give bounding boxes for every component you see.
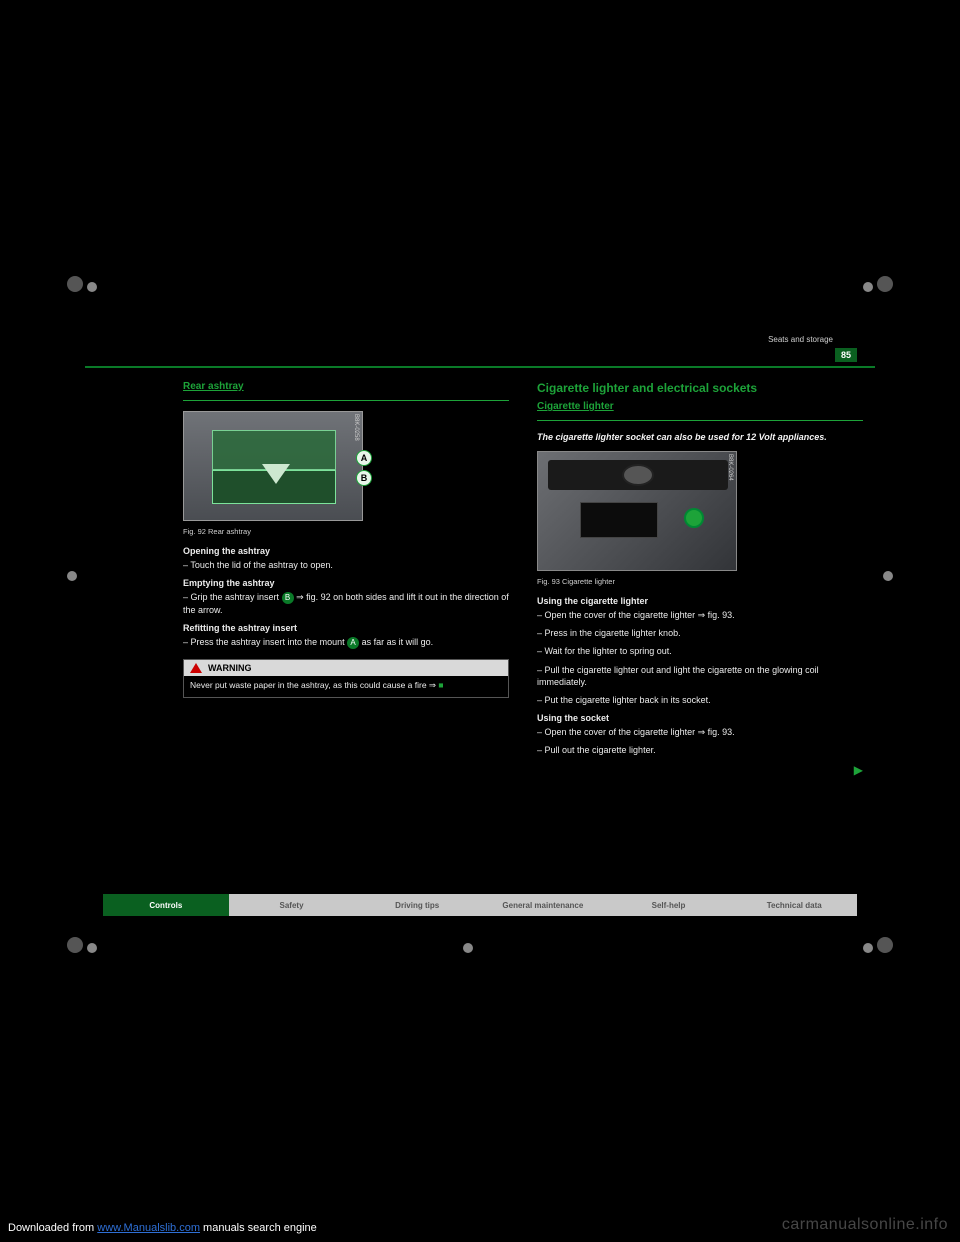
opening-heading: Opening the ashtray [183, 545, 509, 557]
using-socket-heading: Using the socket [537, 712, 863, 724]
crop-mark-mr [883, 568, 893, 586]
figure-92: A B B8K-0258 [183, 411, 363, 521]
page-area: Seats and storage 85 Rear ashtray A B B8… [85, 300, 875, 920]
callout-b: B [356, 470, 372, 486]
crop-mark-tl [67, 276, 97, 297]
lighter-step-3: – Wait for the lighter to spring out. [537, 645, 863, 657]
socket-step-2: – Pull out the cigarette lighter. [537, 744, 863, 756]
emptying-heading: Emptying the ashtray [183, 577, 509, 589]
refitting-heading: Refitting the ashtray insert [183, 622, 509, 634]
callout-a-inline: A [347, 637, 359, 649]
tab-self-help[interactable]: Self-help [606, 894, 732, 916]
tab-driving-tips[interactable]: Driving tips [354, 894, 480, 916]
footer-prefix: Downloaded from [8, 1222, 97, 1234]
download-footer: Downloaded from www.Manualslib.com manua… [8, 1222, 317, 1234]
ashtray-slot-graphic [580, 502, 658, 538]
emptying-step: – Grip the ashtray insert B ⇒ fig. 92 on… [183, 591, 509, 616]
section-title: Cigarette lighter and electrical sockets [537, 380, 863, 396]
warning-body-text: Never put waste paper in the ashtray, as… [190, 680, 436, 690]
crop-mark-tr [863, 276, 893, 297]
warning-label: WARNING [208, 662, 252, 674]
socket-step-1: – Open the cover of the cigarette lighte… [537, 726, 863, 738]
continue-arrow-icon: ▶ [537, 762, 863, 778]
warning-icon [190, 663, 202, 673]
footer-suffix: manuals search engine [203, 1222, 317, 1234]
lighter-step-2: – Press in the cigarette lighter knob. [537, 627, 863, 639]
cig-lighter-heading: Cigarette lighter [537, 400, 863, 414]
figure-93: B8K-0264 [537, 451, 737, 571]
crop-mark-bc [463, 940, 473, 958]
opening-step: – Touch the lid of the ashtray to open. [183, 559, 509, 571]
watermark: carmanualsonline.info [782, 1216, 948, 1234]
tab-technical-data[interactable]: Technical data [731, 894, 857, 916]
fig-code: B8K-0258 [352, 414, 360, 441]
knob-graphic [622, 464, 654, 486]
refit-suffix: as far as it will go. [362, 637, 434, 647]
tab-controls[interactable]: Controls [103, 894, 229, 916]
fig93-caption: Fig. 93 Cigarette lighter [537, 577, 863, 587]
lighter-step-4: – Pull the cigarette lighter out and lig… [537, 664, 863, 688]
footer-link[interactable]: www.Manualslib.com [97, 1222, 200, 1234]
heading-underline [183, 400, 509, 401]
lighter-step-1: – Open the cover of the cigarette lighte… [537, 609, 863, 621]
lighter-button-graphic [684, 508, 704, 528]
content-columns: Rear ashtray A B B8K-0258 Fig. 92 Rear a… [183, 380, 863, 779]
refit-prefix: – Press the ashtray insert into the moun… [183, 637, 347, 647]
console-panel [548, 460, 728, 490]
warning-header: WARNING [184, 660, 508, 676]
refitting-step: – Press the ashtray insert into the moun… [183, 636, 509, 649]
footer-tabs: Controls Safety Driving tips General mai… [85, 894, 875, 916]
left-column: Rear ashtray A B B8K-0258 Fig. 92 Rear a… [183, 380, 509, 779]
callout-b-inline: B [282, 592, 294, 604]
emptying-prefix: – Grip the ashtray insert [183, 592, 282, 602]
page-number: 85 [835, 348, 857, 362]
section-label: Seats and storage [768, 335, 833, 344]
rear-ashtray-heading: Rear ashtray [183, 380, 509, 394]
fig-code-2: B8K-0264 [726, 454, 734, 481]
fig92-caption: Fig. 92 Rear ashtray [183, 527, 509, 537]
right-column: Cigarette lighter and electrical sockets… [537, 380, 863, 779]
warning-text: Never put waste paper in the ashtray, as… [184, 676, 508, 697]
lighter-step-5: – Put the cigarette lighter back in its … [537, 694, 863, 706]
warning-box: WARNING Never put waste paper in the ash… [183, 659, 509, 699]
crop-mark-ml [67, 568, 77, 586]
crop-mark-bl [67, 937, 97, 958]
tab-general-maintenance[interactable]: General maintenance [480, 894, 606, 916]
tab-safety[interactable]: Safety [229, 894, 355, 916]
arrow-down-icon [262, 464, 290, 484]
callout-a: A [356, 450, 372, 466]
using-lighter-heading: Using the cigarette lighter [537, 595, 863, 607]
lead-text: The cigarette lighter socket can also be… [537, 431, 863, 443]
header-rule [85, 366, 875, 368]
crop-mark-br [863, 937, 893, 958]
heading-underline-2 [537, 420, 863, 421]
